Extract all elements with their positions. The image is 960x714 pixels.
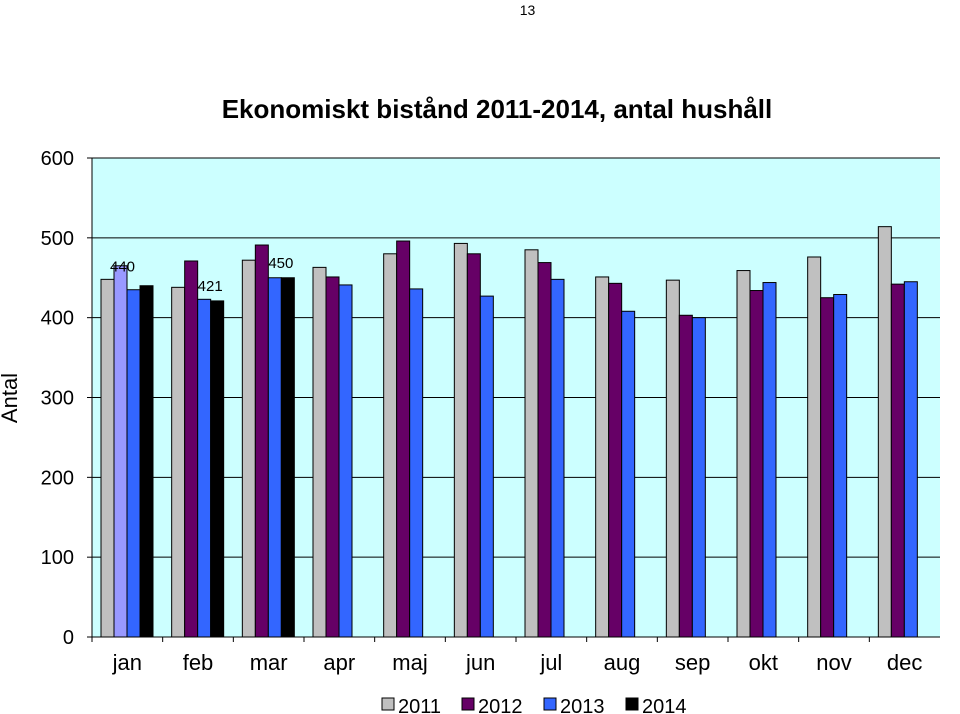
bar-2012-apr	[325, 276, 340, 638]
bar-2013-mar	[267, 277, 282, 638]
bar-2011-sep	[665, 279, 680, 638]
data-label: 440	[110, 259, 135, 276]
bar-2011-okt	[736, 270, 751, 638]
page-number: 13	[519, 2, 536, 18]
data-label: 421	[198, 278, 223, 295]
bar-2012-jun	[466, 253, 481, 638]
legend-label-2011: 2011	[398, 696, 441, 714]
bar-2012-feb	[184, 260, 199, 638]
bar-2012-okt	[749, 290, 764, 638]
x-tick-label: aug	[604, 650, 641, 675]
legend-swatch-2013	[543, 697, 557, 711]
bar-2011-apr	[312, 266, 327, 638]
bar-2013-jul	[550, 278, 565, 638]
bar-2013-aug	[621, 310, 636, 638]
bar-2013-jan	[126, 289, 141, 638]
x-tick-label: maj	[392, 650, 427, 675]
legend-swatch-2014	[625, 697, 639, 711]
y-tick-label: 300	[41, 388, 74, 410]
bar-2011-feb	[171, 286, 186, 638]
x-tick-label: jul	[539, 650, 562, 675]
y-axis-label: Antal	[0, 373, 22, 423]
bar-2011-aug	[595, 276, 610, 638]
legend-label-2013: 2013	[560, 696, 605, 714]
legend: 2011 2012 2013 2014	[381, 696, 687, 714]
y-tick-label: 500	[41, 228, 74, 250]
bar-2012-mar	[254, 244, 269, 638]
bar-2012-jul	[537, 262, 552, 638]
bar-2011-jul	[524, 249, 539, 638]
bar-2012-nov	[820, 297, 835, 638]
y-tick-label: 0	[63, 627, 74, 649]
data-label: 450	[268, 255, 293, 272]
bar-2012-sep	[678, 314, 693, 638]
bar-2011-jun	[453, 242, 468, 638]
x-tick-label: okt	[749, 650, 778, 675]
bar-2011-nov	[807, 256, 822, 638]
x-tick-label: sep	[675, 650, 710, 675]
x-tick-label: nov	[816, 650, 851, 675]
bar-2012-dec	[890, 283, 905, 638]
bar-2012-aug	[608, 282, 623, 638]
y-tick-label: 600	[41, 148, 74, 170]
bar-2013-feb	[197, 298, 212, 638]
legend-label-2014: 2014	[642, 696, 687, 714]
x-tick-label: dec	[887, 650, 922, 675]
bar-2013-apr	[338, 284, 353, 638]
chart-title: Ekonomiskt bistånd 2011-2014, antal hush…	[222, 94, 773, 124]
bar-2011-dec	[877, 226, 892, 638]
bar-2014-feb	[210, 300, 225, 638]
bar-2013-jun	[479, 295, 494, 638]
bar-2014-jan	[139, 285, 154, 638]
legend-label-2012: 2012	[478, 696, 523, 714]
bar-2013-dec	[903, 281, 918, 638]
x-tick-label: jan	[112, 650, 142, 675]
bar-2013-sep	[691, 317, 706, 638]
bar-2012-maj	[396, 240, 411, 638]
bar-2012-jan	[113, 265, 128, 638]
x-tick-label: apr	[323, 650, 355, 675]
bar-2013-okt	[762, 282, 777, 638]
x-tick-label: feb	[183, 650, 214, 675]
bar-2013-nov	[833, 294, 848, 638]
legend-swatch-2012	[461, 697, 475, 711]
bar-2011-mar	[241, 259, 256, 638]
bar-2014-mar	[280, 277, 295, 638]
bar-2011-jan	[100, 278, 115, 638]
legend-swatch-2011	[381, 697, 395, 711]
y-tick-label: 200	[41, 467, 74, 489]
x-tick-label: jun	[465, 650, 495, 675]
bar-2011-maj	[383, 253, 398, 638]
x-tick-label: mar	[250, 650, 288, 675]
y-tick-label: 400	[41, 308, 74, 330]
bar-2013-maj	[409, 288, 424, 638]
y-tick-label: 100	[41, 547, 74, 569]
